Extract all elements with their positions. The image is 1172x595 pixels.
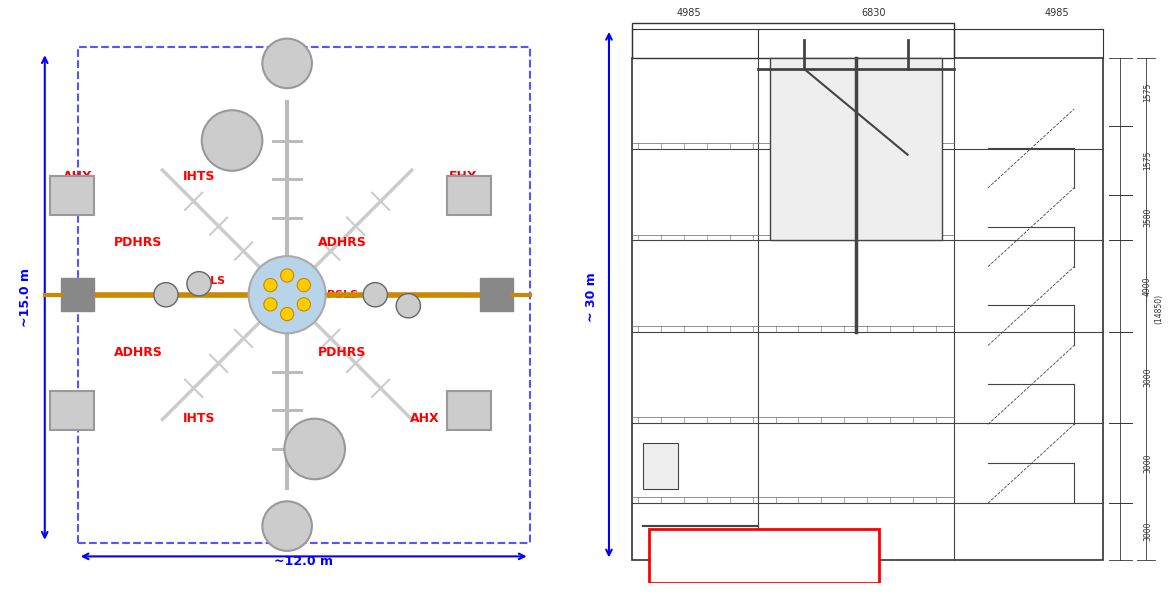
Circle shape xyxy=(285,419,345,480)
Text: 1575: 1575 xyxy=(1143,82,1152,102)
Circle shape xyxy=(280,269,294,282)
Text: ADHRS: ADHRS xyxy=(114,346,163,359)
FancyBboxPatch shape xyxy=(649,529,879,583)
Text: 3580: 3580 xyxy=(1143,208,1152,227)
Circle shape xyxy=(396,294,421,318)
Circle shape xyxy=(363,283,388,307)
Bar xyxy=(632,58,1103,560)
Text: Draft design: Draft design xyxy=(710,548,817,563)
Bar xyxy=(61,278,94,311)
Text: 4985: 4985 xyxy=(1044,8,1069,18)
Bar xyxy=(770,58,942,240)
Circle shape xyxy=(263,39,312,88)
Bar xyxy=(50,176,94,215)
Text: PSLS: PSLS xyxy=(195,276,225,286)
Bar xyxy=(77,47,530,543)
Text: PSLS: PSLS xyxy=(327,290,357,300)
Text: 6830: 6830 xyxy=(861,8,885,18)
Circle shape xyxy=(298,278,311,292)
Bar xyxy=(481,278,513,311)
Bar xyxy=(447,176,491,215)
Text: UHX: UHX xyxy=(272,54,302,67)
Text: (14850): (14850) xyxy=(1154,294,1164,324)
Circle shape xyxy=(264,278,277,292)
Bar xyxy=(50,391,94,430)
Circle shape xyxy=(298,298,311,311)
Text: FHX: FHX xyxy=(63,412,93,425)
Text: FHX: FHX xyxy=(449,170,478,183)
Text: PDHRS: PDHRS xyxy=(318,346,367,359)
Text: 3000: 3000 xyxy=(1143,453,1152,473)
Text: ADHRS: ADHRS xyxy=(318,236,367,249)
Text: 4900: 4900 xyxy=(1143,276,1152,296)
Text: 3000: 3000 xyxy=(1143,368,1152,387)
Circle shape xyxy=(202,110,263,171)
Text: IHTS: IHTS xyxy=(183,412,216,425)
Bar xyxy=(447,391,491,430)
Circle shape xyxy=(280,308,294,321)
Text: 1575: 1575 xyxy=(1143,151,1152,170)
Text: 3000: 3000 xyxy=(1143,522,1152,541)
Circle shape xyxy=(264,298,277,311)
Text: ~ 30 m: ~ 30 m xyxy=(585,273,598,322)
Text: ~15.0 m: ~15.0 m xyxy=(19,268,32,327)
Text: AHX: AHX xyxy=(63,170,93,183)
Text: IHTS: IHTS xyxy=(183,170,216,183)
Bar xyxy=(632,23,954,58)
Text: PDHRS: PDHRS xyxy=(114,236,163,249)
Text: UHX: UHX xyxy=(272,511,302,524)
Text: 4985: 4985 xyxy=(677,8,702,18)
Text: AHX: AHX xyxy=(410,412,440,425)
Circle shape xyxy=(186,271,211,296)
Text: ~12.0 m: ~12.0 m xyxy=(274,555,333,568)
Circle shape xyxy=(154,283,178,307)
Bar xyxy=(643,443,677,489)
Circle shape xyxy=(248,256,326,333)
Circle shape xyxy=(263,502,312,551)
